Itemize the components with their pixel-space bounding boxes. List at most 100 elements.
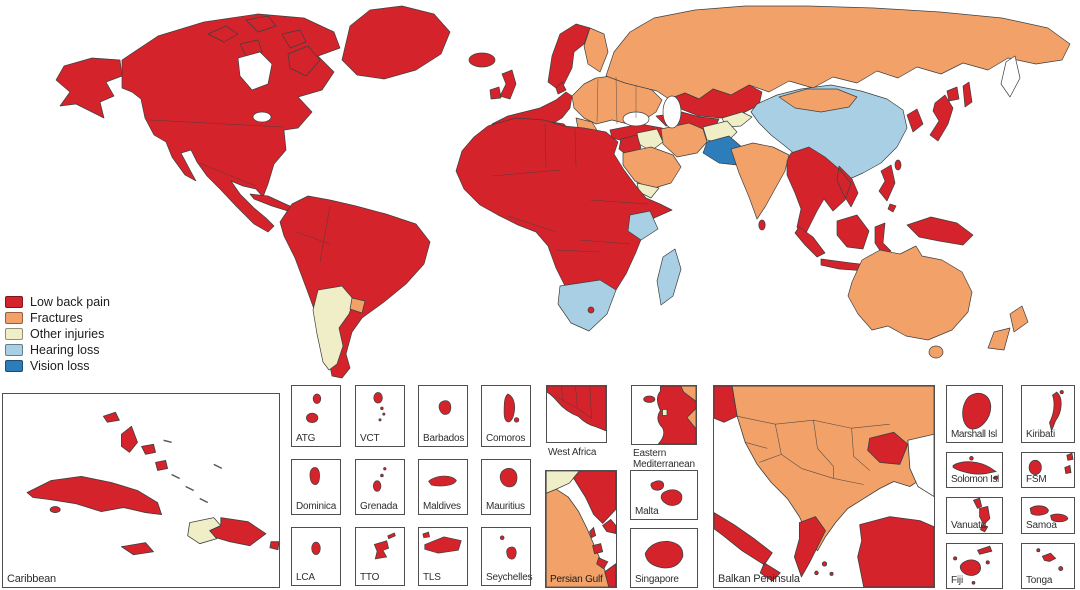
inset-label-comoros: Comoros <box>486 433 526 444</box>
inset-label-balkan: Balkan Peninsula <box>718 573 800 585</box>
region-iceland <box>468 52 496 68</box>
inset-label-dominica: Dominica <box>296 501 337 512</box>
inset-label-persian-gulf: Persian Gulf <box>550 574 603 585</box>
legend-swatch-vision-loss <box>5 360 23 372</box>
inset-grenada: Grenada <box>355 459 405 515</box>
region-australia <box>847 245 973 341</box>
legend-item-fractures: Fractures <box>5 310 110 326</box>
inset-label-fiji: Fiji <box>951 575 963 586</box>
inset-tto: TTO <box>355 527 405 586</box>
inset-vanuatu: Vanuatu <box>946 497 1003 534</box>
legend-label: Vision loss <box>30 359 90 373</box>
region-tasmania <box>928 345 944 359</box>
region-africa <box>455 117 673 301</box>
region-tto <box>387 532 396 540</box>
region-eastern-mediterranean-east <box>686 407 696 430</box>
inset-fsm: FSM <box>1021 452 1075 488</box>
region-finland <box>583 27 609 73</box>
inset-label-fsm: FSM <box>1026 474 1047 485</box>
inset-caribbean: Caribbean <box>2 393 280 588</box>
inset-label-maldives: Maldives <box>423 501 461 512</box>
region-southeast-asia <box>786 146 859 240</box>
inset-label-caribbean: Caribbean <box>7 573 56 585</box>
region-gulf-coast-states <box>589 526 609 570</box>
inset-vct: VCT <box>355 385 405 447</box>
region-persian-gulf-iran <box>572 471 616 525</box>
region-comoros <box>513 417 520 423</box>
legend-swatch-fractures <box>5 312 23 324</box>
region-tonga <box>1058 566 1064 571</box>
greek-island <box>814 570 819 576</box>
inset-seychelles: Seychelles <box>481 527 533 586</box>
legend-swatch-hearing-loss <box>5 344 23 356</box>
region-balkan-northwest <box>714 386 738 423</box>
region-greenland <box>341 5 451 80</box>
region-china <box>750 84 908 182</box>
inset-maldives: Maldives <box>418 459 468 515</box>
caspian-sea <box>662 95 682 129</box>
hudson-bay <box>237 51 273 91</box>
region-eastern-mediterranean-east <box>680 386 696 402</box>
region-turkey-inset <box>857 516 934 587</box>
inset-comoros: Comoros <box>481 385 531 447</box>
inset-atg: ATG <box>291 385 341 447</box>
region-grenada <box>380 473 384 478</box>
legend-item-vision-loss: Vision loss <box>5 358 110 374</box>
region-new-guinea <box>906 216 974 246</box>
region-grenada <box>372 480 382 492</box>
inset-label-mauritius: Mauritius <box>486 501 525 512</box>
region-south-america <box>279 195 431 379</box>
region-new-zealand <box>987 305 1029 351</box>
inset-label-tto: TTO <box>360 572 380 583</box>
inset-samoa: Samoa <box>1021 497 1075 534</box>
inset-tonga: Tonga <box>1021 543 1075 589</box>
inset-malta: Malta <box>630 470 698 520</box>
legend-item-low-back-pain: Low back pain <box>5 294 110 310</box>
inset-balkan: Balkan Peninsula <box>713 385 935 588</box>
inset-label-vct: VCT <box>360 433 380 444</box>
region-kiribati <box>1049 391 1062 433</box>
inset-kiribati: Kiribati <box>1021 385 1075 443</box>
region-taiwan <box>894 159 902 171</box>
inset-label-seychelles: Seychelles <box>486 572 533 583</box>
region-seychelles <box>506 546 517 560</box>
region-philippines <box>878 164 897 213</box>
region-kiribati <box>1059 390 1064 395</box>
region-tonga <box>1041 552 1057 562</box>
region-cyprus <box>643 395 656 403</box>
region-vct <box>378 418 382 422</box>
inset-label-vanuatu: Vanuatu <box>951 520 987 531</box>
region-alaska <box>55 57 123 119</box>
region-italy-inset <box>714 512 781 582</box>
region-west-africa <box>547 386 606 432</box>
region-fiji <box>971 580 976 585</box>
inset-tls: TLS <box>418 527 468 586</box>
region-united-kingdom <box>499 69 517 100</box>
inset-label-solomon: Solomon Isl <box>951 474 999 485</box>
region-eastern-mediterranean-land <box>656 386 696 444</box>
region-atg <box>312 393 322 404</box>
region-norway-sweden <box>547 23 591 89</box>
region-fiji <box>953 556 958 561</box>
legend-label: Fractures <box>30 311 83 325</box>
region-seychelles <box>499 535 505 541</box>
region-ireland <box>489 86 502 100</box>
region-kazakhstan <box>668 84 763 119</box>
region-tls <box>422 531 462 554</box>
inset-singapore: Singapore <box>630 528 698 588</box>
legend-label: Low back pain <box>30 295 110 309</box>
region-dominica <box>309 467 320 485</box>
region-india <box>730 142 790 220</box>
country-borders <box>555 386 593 419</box>
legend-item-other-injuries: Other injuries <box>5 326 110 342</box>
region-fsm <box>1064 453 1074 475</box>
region-jamaica <box>121 542 154 556</box>
region-bahamas <box>102 411 168 471</box>
region-lebanon <box>662 409 668 416</box>
region-vct <box>380 406 384 411</box>
inset-label-marshall: Marshall Isl <box>951 429 997 440</box>
region-fiji <box>985 560 990 565</box>
region-lca <box>311 541 321 555</box>
region-oman-corner <box>604 563 616 587</box>
